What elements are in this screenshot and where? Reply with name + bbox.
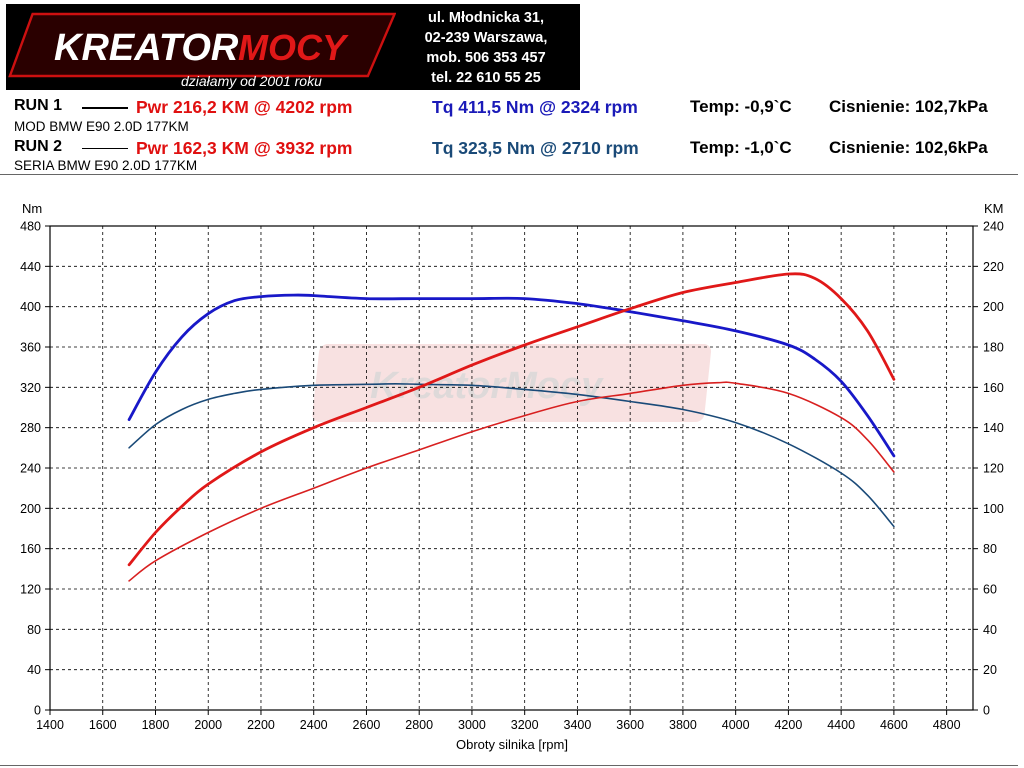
x-tick-label: 4400 [827, 718, 855, 732]
run1-summary: RUN 1 Pwr 216,2 KM @ 4202 rpm Tq 411,5 N… [14, 97, 1014, 121]
run1-label: RUN 1 [14, 97, 63, 114]
y-left-tick-label: 0 [34, 704, 41, 718]
y-right-tick-label: 60 [983, 583, 997, 597]
y-right-tick-label: 240 [983, 220, 1004, 234]
y-right-tick-label: 160 [983, 381, 1004, 395]
y-left-tick-label: 480 [20, 220, 41, 234]
logo-mocy-text: MOCY [238, 27, 349, 68]
x-tick-label: 4800 [933, 718, 961, 732]
series-line-pwr-run-1 [127, 272, 896, 567]
chart-watermark: KreatorMocy [312, 344, 712, 422]
y-left-tick-label: 40 [27, 663, 41, 677]
x-tick-label: 3200 [511, 718, 539, 732]
y-right-tick-label: 20 [983, 663, 997, 677]
kreatormocy-logo: KREATOR MOCY działamy od 2001 roku [8, 12, 397, 89]
y-left-tick-label: 240 [20, 462, 41, 476]
y-right-tick-label: 40 [983, 623, 997, 637]
x-tick-label: 2600 [353, 718, 381, 732]
run1-pressure: Cisnienie: 102,7kPa [829, 97, 988, 116]
run2-legend-line [82, 148, 128, 149]
run2-description: SERIA BMW E90 2.0D 177KM [14, 158, 198, 173]
y-left-tick-label: 120 [20, 583, 41, 597]
y-left-tick-label: 320 [20, 381, 41, 395]
x-tick-label: 2400 [300, 718, 328, 732]
y-right-tick-label: 200 [983, 300, 1004, 314]
y-left-tick-label: 440 [20, 260, 41, 274]
run1-legend-line [82, 107, 128, 109]
x-tick-label: 3000 [458, 718, 486, 732]
y-left-tick-label: 360 [20, 341, 41, 355]
y-right-tick-label: 80 [983, 542, 997, 556]
y-right-tick-label: 180 [983, 341, 1004, 355]
x-tick-label: 1600 [89, 718, 117, 732]
address-line: tel. 22 610 55 25 [431, 70, 541, 86]
logo-slogan: działamy od 2001 roku [181, 73, 322, 89]
y-right-tick-label: 220 [983, 260, 1004, 274]
run1-description: MOD BMW E90 2.0D 177KM [14, 119, 189, 134]
run2-pressure: Cisnienie: 102,6kPa [829, 138, 988, 157]
y-axis-left-label: Nm [22, 201, 42, 216]
series-line-pwr-run-2 [128, 381, 895, 582]
y-left-tick-label: 400 [20, 300, 41, 314]
series-line-tq-run-1 [127, 293, 896, 458]
run2-power: Pwr 162,3 KM @ 3932 rpm [136, 138, 353, 158]
company-address: ul. Młodnicka 31, 02-239 Warszawa, mob. … [392, 4, 580, 90]
plot-border [49, 225, 974, 711]
x-tick-label: 3400 [564, 718, 592, 732]
logo-kreator-text: KREATOR [54, 27, 239, 69]
run1-torque: Tq 411,5 Nm @ 2324 rpm [432, 97, 638, 117]
run1-temperature: Temp: -0,9`C [690, 97, 792, 116]
x-tick-label: 1400 [36, 718, 64, 732]
x-tick-label: 4000 [722, 718, 750, 732]
y-right-tick-label: 120 [983, 462, 1004, 476]
run2-temperature: Temp: -1,0`C [690, 138, 792, 157]
header-logo-block: KREATOR MOCY działamy od 2001 roku [6, 4, 580, 90]
dyno-chart-frame [0, 174, 1018, 766]
y-axis-right-label: KM [984, 201, 1004, 216]
y-left-tick-label: 80 [27, 623, 41, 637]
y-left-tick-label: 160 [20, 542, 41, 556]
y-right-tick-label: 0 [983, 704, 990, 718]
run2-label: RUN 2 [14, 138, 63, 155]
address-line: 02-239 Warszawa, [424, 30, 548, 46]
series-line-tq-run-2 [128, 383, 895, 528]
x-tick-label: 4600 [880, 718, 908, 732]
x-tick-label: 4200 [774, 718, 802, 732]
address-line: mob. 506 353 457 [426, 50, 546, 66]
y-right-tick-label: 140 [983, 421, 1004, 435]
x-tick-label: 3800 [669, 718, 697, 732]
y-left-tick-label: 280 [20, 421, 41, 435]
x-tick-label: 3600 [616, 718, 644, 732]
x-tick-label: 2000 [194, 718, 222, 732]
address-line: ul. Młodnicka 31, [427, 10, 545, 26]
y-right-tick-label: 100 [983, 502, 1004, 516]
x-axis-label: Obroty silnika [rpm] [456, 737, 568, 752]
x-tick-label: 2800 [405, 718, 433, 732]
run2-summary: RUN 2 Pwr 162,3 KM @ 3932 rpm Tq 323,5 N… [14, 138, 1014, 162]
x-tick-label: 1800 [142, 718, 170, 732]
run2-torque: Tq 323,5 Nm @ 2710 rpm [432, 138, 639, 158]
y-left-tick-label: 200 [20, 502, 41, 516]
run1-power: Pwr 216,2 KM @ 4202 rpm [136, 97, 353, 117]
x-tick-label: 2200 [247, 718, 275, 732]
